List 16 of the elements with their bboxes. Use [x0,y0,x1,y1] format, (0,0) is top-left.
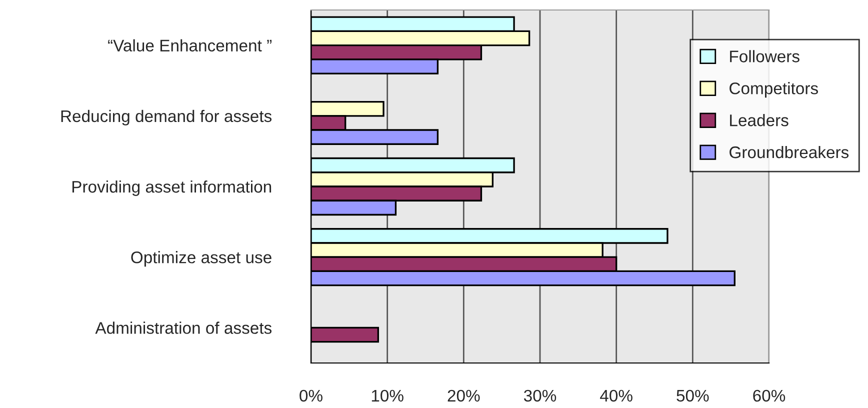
x-tick-label: 40% [600,390,632,402]
y-tick-label: Reducing demand for assets [61,110,272,126]
legend-label: Groundbreakers [730,146,849,158]
y-tick-label: Providing asset information [72,180,272,196]
legend-label: Followers [730,50,800,62]
x-tick-label: 10% [372,390,404,402]
x-tick-label: 20% [448,390,480,402]
legend-label: Competitors [730,82,818,98]
y-tick-label: Administration of assets [95,322,272,334]
y-tick-label: “Value Enhancement ” [108,39,272,52]
y-tick-label: Optimize asset use [131,251,272,267]
x-tick-label: 50% [676,390,709,402]
legend-label: Leaders [730,114,788,126]
x-tick-label: 30% [524,390,556,402]
x-tick-label: 60% [753,390,786,402]
x-tick-label: 0% [300,390,322,402]
